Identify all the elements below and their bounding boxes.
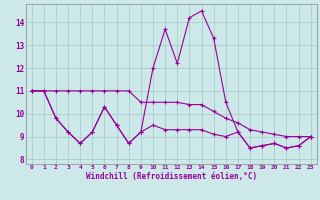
X-axis label: Windchill (Refroidissement éolien,°C): Windchill (Refroidissement éolien,°C) bbox=[86, 172, 257, 181]
